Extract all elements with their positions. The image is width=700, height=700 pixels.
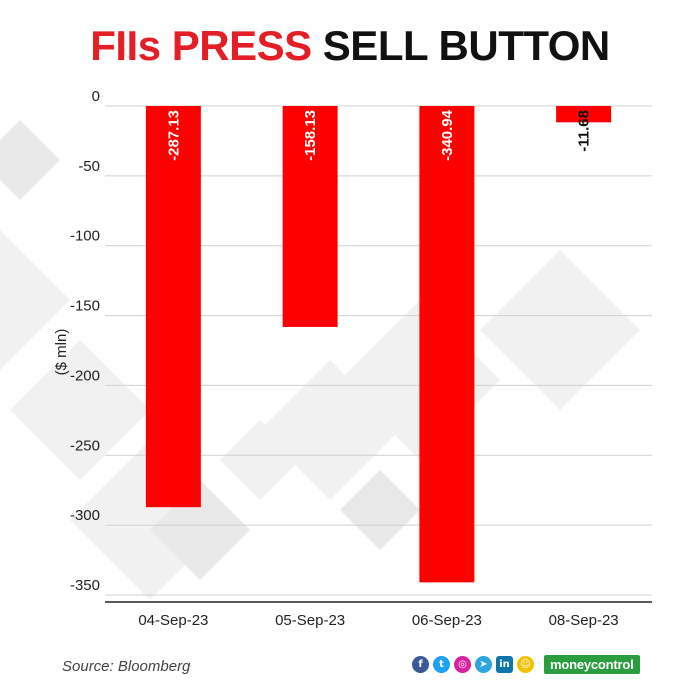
facebook-icon[interactable]: f <box>412 656 429 673</box>
twitter-icon[interactable]: t <box>433 656 450 673</box>
brand-logo: moneycontrol <box>544 655 640 674</box>
y-tick-label: -300 <box>70 507 100 524</box>
title-main: SELL BUTTON <box>322 22 610 69</box>
data-label: -11.68 <box>576 110 593 152</box>
data-label: -287.13 <box>165 110 182 161</box>
y-tick-label: -200 <box>70 367 100 384</box>
y-axis-label: ($ mln) <box>53 329 70 376</box>
instagram-icon[interactable]: ◎ <box>454 656 471 673</box>
title-accent: FIIs PRESS <box>90 22 312 69</box>
data-label: -340.94 <box>439 109 456 161</box>
bar <box>282 106 338 327</box>
x-tick-label: 04-Sep-23 <box>138 612 208 629</box>
linkedin-icon[interactable]: in <box>496 656 513 673</box>
bar <box>419 106 475 583</box>
x-tick-label: 06-Sep-23 <box>412 612 482 629</box>
bars: -287.13 -158.13 -340.94 -11.68 <box>145 106 612 583</box>
y-tick-label: -50 <box>78 158 100 175</box>
bar <box>556 106 612 123</box>
bar <box>145 106 201 508</box>
y-tick-label: -100 <box>70 228 100 245</box>
social-icons: f t ◎ ➤ in ☺ <box>412 656 534 673</box>
chart-title: FIIs PRESS SELL BUTTON <box>0 22 700 70</box>
source-note: Source: Bloomberg <box>62 658 191 675</box>
y-tick-label: -250 <box>70 437 100 454</box>
y-tick-label: -350 <box>70 577 100 594</box>
x-tick-label: 05-Sep-23 <box>275 612 345 629</box>
y-tick-label: 0 <box>92 88 100 105</box>
y-tick-label: -150 <box>70 298 100 315</box>
social-bar: f t ◎ ➤ in ☺ moneycontrol <box>412 655 640 674</box>
snapchat-icon[interactable]: ☺ <box>517 656 534 673</box>
data-label: -158.13 <box>302 110 319 161</box>
telegram-icon[interactable]: ➤ <box>475 656 492 673</box>
axes: 0 -50 -100 -150 -200 -250 -300 -350 04-Sep-23 05-… <box>70 88 652 629</box>
x-tick-label: 08-Sep-23 <box>549 612 619 629</box>
